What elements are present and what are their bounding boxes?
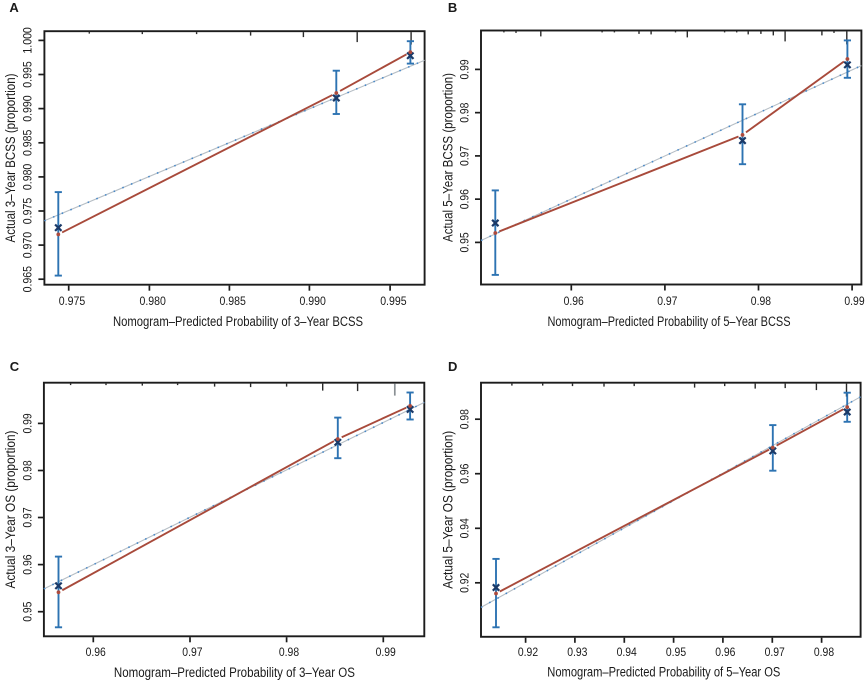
svg-text:0.975: 0.975 [59,294,86,308]
svg-text:0.98: 0.98 [814,645,834,659]
svg-text:0.93: 0.93 [567,645,587,659]
svg-text:0.985: 0.985 [220,294,247,308]
svg-text:0.94: 0.94 [458,518,472,538]
svg-text:0.96: 0.96 [564,294,584,308]
svg-text:Actual 3–Year OS (proportion): Actual 3–Year OS (proportion) [3,431,18,589]
svg-text:0.985: 0.985 [21,129,35,156]
svg-text:0.98: 0.98 [458,102,472,122]
svg-text:0.96: 0.96 [86,645,106,659]
svg-text:A: A [9,0,19,15]
svg-text:0.95: 0.95 [21,601,35,621]
svg-text:0.965: 0.965 [21,266,35,293]
svg-text:0.97: 0.97 [458,146,472,166]
svg-text:0.97: 0.97 [182,645,202,659]
svg-text:0.99: 0.99 [376,645,396,659]
svg-text:Nomogram–Predicted Probability: Nomogram–Predicted Probability of 3–Year… [114,665,355,680]
svg-text:0.980: 0.980 [21,164,35,191]
svg-text:0.98: 0.98 [458,409,472,429]
svg-text:0.92: 0.92 [518,645,538,659]
svg-text:Nomogram–Predicted Probability: Nomogram–Predicted Probability of 5–Year… [548,314,791,329]
svg-text:0.99: 0.99 [21,413,35,433]
svg-text:0.99: 0.99 [458,59,472,79]
svg-text:0.96: 0.96 [458,189,472,209]
svg-text:0.99: 0.99 [844,294,864,308]
svg-text:Nomogram–Predicted Probability: Nomogram–Predicted Probability of 5–Year… [547,665,780,680]
svg-text:0.98: 0.98 [751,294,771,308]
svg-text:0.995: 0.995 [21,61,35,88]
svg-text:0.96: 0.96 [21,554,35,574]
svg-text:0.95: 0.95 [666,645,686,659]
svg-text:0.96: 0.96 [715,645,735,659]
svg-text:0.97: 0.97 [657,294,677,308]
svg-text:0.970: 0.970 [21,232,35,259]
svg-text:0.990: 0.990 [300,294,327,308]
svg-text:C: C [10,359,20,374]
svg-text:0.97: 0.97 [21,507,35,527]
svg-text:B: B [448,0,457,15]
svg-text:Actual 5–Year BCSS (proportion: Actual 5–Year BCSS (proportion) [441,73,456,242]
svg-text:D: D [448,359,457,374]
svg-text:0.980: 0.980 [140,294,167,308]
svg-text:Actual 3–Year BCSS (proportion: Actual 3–Year BCSS (proportion) [3,74,18,243]
svg-text:Actual 5–Year OS (proportion): Actual 5–Year OS (proportion) [441,431,456,589]
svg-text:0.96: 0.96 [458,463,472,483]
svg-text:0.97: 0.97 [765,645,785,659]
svg-text:0.98: 0.98 [21,460,35,480]
svg-text:0.995: 0.995 [380,294,407,308]
svg-text:0.975: 0.975 [21,198,35,225]
svg-text:0.98: 0.98 [279,645,299,659]
svg-text:0.92: 0.92 [458,573,472,593]
svg-text:0.95: 0.95 [458,232,472,252]
svg-text:0.990: 0.990 [21,95,35,122]
svg-text:0.94: 0.94 [617,645,637,659]
svg-text:Nomogram–Predicted Probability: Nomogram–Predicted Probability of 3–Year… [113,314,363,329]
svg-text:1.000: 1.000 [21,27,35,54]
